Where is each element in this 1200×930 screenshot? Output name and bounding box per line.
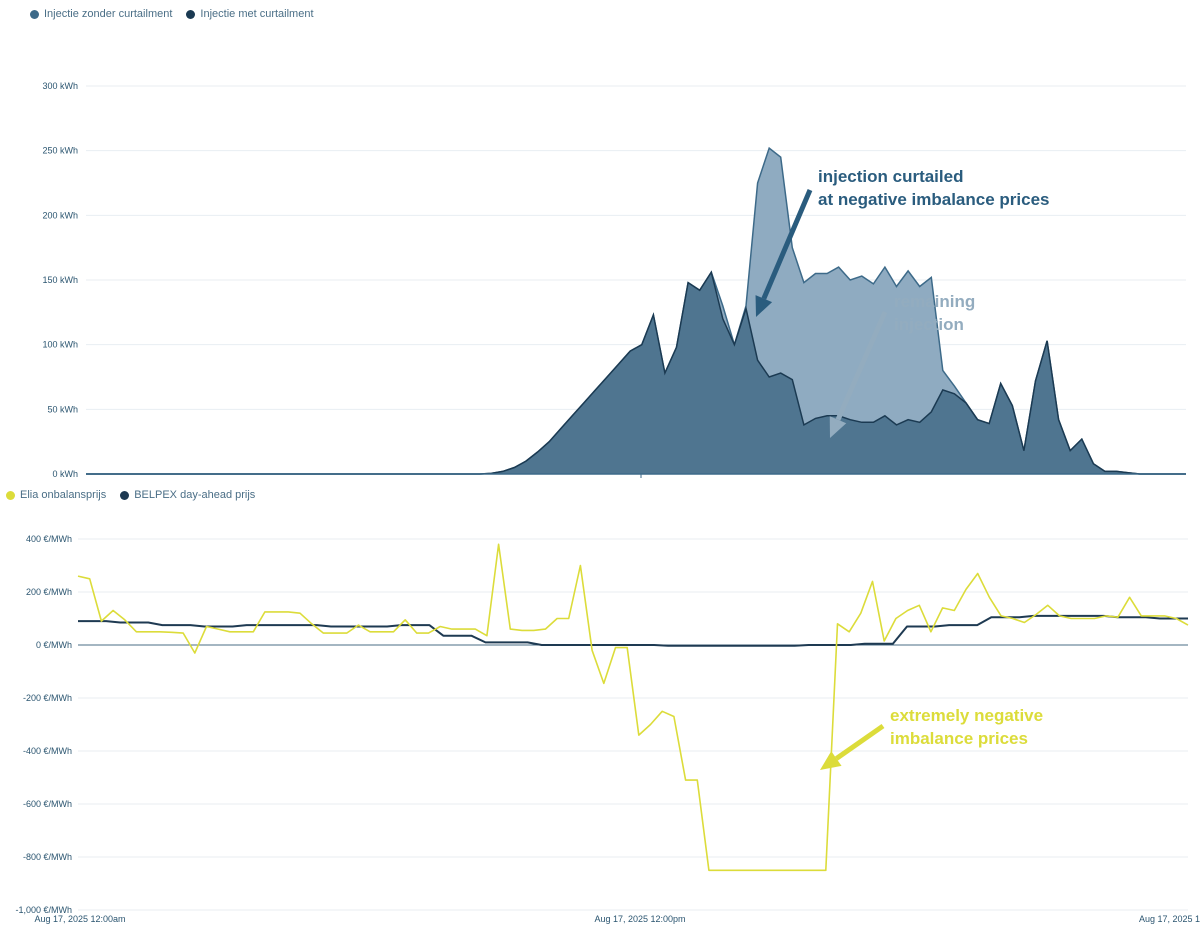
legend-label: BELPEX day-ahead prijs	[134, 489, 256, 501]
line-belpex-day-ahead-prijs	[78, 614, 1188, 647]
y-tick-label: -400 €/MWh	[23, 746, 72, 756]
legend-item-belpex[interactable]: BELPEX day-ahead prijs	[120, 489, 255, 501]
arrow-shaft	[835, 310, 888, 421]
y-tick-label: 100 kWh	[42, 340, 78, 350]
annotation-line: extremely negative	[890, 706, 1043, 725]
area-injectie-met-curtailment	[86, 272, 1186, 474]
annotation-line: injection	[894, 315, 964, 334]
arrow-negative-prices	[820, 723, 885, 770]
arrow-head	[820, 751, 842, 770]
y-tick-label: 0 kWh	[52, 469, 78, 479]
annotation-remaining: remaining injection	[894, 292, 975, 334]
legend-dot-icon	[30, 9, 39, 19]
annotation-line: remaining	[894, 292, 975, 311]
legend-dot-icon	[6, 490, 15, 500]
y-tick-label: 400 €/MWh	[26, 534, 72, 544]
arrow-head	[829, 416, 847, 438]
line-elia-onbalansprijs	[77, 543, 1189, 872]
y-tick-label: 200 kWh	[42, 210, 78, 220]
annotation-negative-prices: extremely negative imbalance prices	[890, 706, 1043, 748]
area-injectie-zonder-curtailment	[86, 148, 1186, 474]
y-tick-label: 50 kWh	[47, 404, 78, 414]
y-tick-label: 200 €/MWh	[26, 587, 72, 597]
annotation-line: imbalance prices	[890, 729, 1028, 748]
x-tick-label: Aug 17, 2025 12:00pm	[594, 914, 685, 924]
y-tick-label: 0 €/MWh	[36, 640, 72, 650]
legend-item-elia[interactable]: Elia onbalansprijs	[6, 489, 106, 501]
arrow-remaining	[829, 310, 888, 438]
y-tick-label: -800 €/MWh	[23, 852, 72, 862]
x-tick-label: Aug 17, 2025 12:00am	[34, 914, 125, 924]
y-tick-label: 250 kWh	[42, 146, 78, 156]
legend-item-with-curtailment[interactable]: Injectie met curtailment	[186, 8, 314, 20]
arrow-head	[755, 295, 773, 317]
annotation-line: injection curtailed	[818, 167, 963, 186]
legend-dot-icon	[120, 490, 130, 500]
legend-item-no-curtailment[interactable]: Injectie zonder curtailment	[30, 8, 172, 20]
legend-dot-icon	[186, 9, 196, 19]
top-chart-legend: Injectie zonder curtailment Injectie met…	[30, 8, 314, 20]
annotation-curtailed: injection curtailed at negative imbalance…	[818, 167, 1050, 209]
arrow-curtailed	[755, 189, 813, 317]
bottom-chart-legend: Elia onbalansprijs BELPEX day-ahead prij…	[6, 489, 255, 501]
y-tick-label: -600 €/MWh	[23, 799, 72, 809]
y-tick-label: 300 kWh	[42, 81, 78, 91]
legend-label: Injectie zonder curtailment	[44, 8, 173, 20]
arrow-shaft	[834, 723, 885, 761]
y-tick-label: 150 kWh	[42, 275, 78, 285]
x-tick-label: Aug 17, 2025 1	[1139, 914, 1200, 924]
legend-label: Elia onbalansprijs	[20, 489, 107, 501]
legend-label: Injectie met curtailment	[200, 8, 314, 20]
arrow-shaft	[761, 189, 813, 300]
y-tick-label: -200 €/MWh	[23, 693, 72, 703]
y-tick-label: -1,000 €/MWh	[15, 905, 72, 915]
annotation-line: at negative imbalance prices	[818, 190, 1050, 209]
